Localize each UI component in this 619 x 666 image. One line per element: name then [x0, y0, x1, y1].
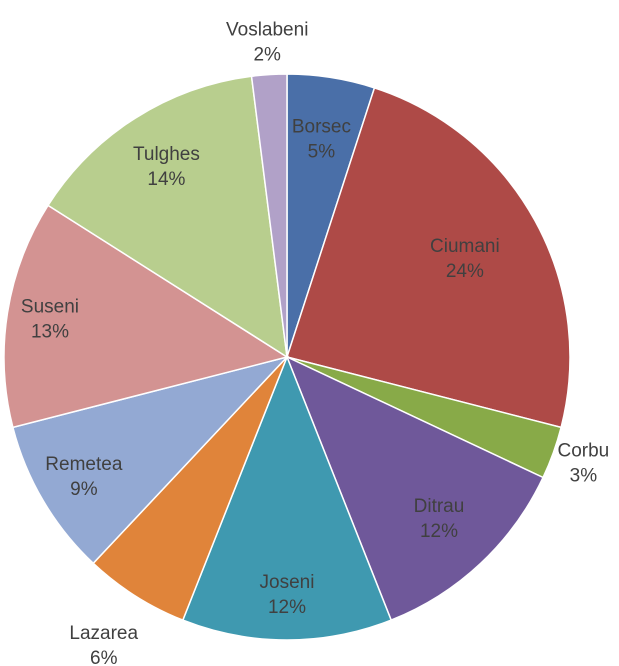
slice-name: Remetea: [45, 454, 123, 475]
slice-name: Lazarea: [69, 623, 138, 644]
pie-slice: [11, 355, 290, 565]
slice-name: Tulghes: [133, 144, 200, 165]
slice-name: Borsec: [292, 117, 351, 138]
slice-name: Voslabeni: [226, 20, 308, 41]
pie-slice: [3, 204, 289, 429]
pie-slice: [285, 355, 545, 622]
slice-name: Corbu: [558, 441, 610, 462]
slice-value: 3%: [570, 466, 598, 487]
labels: Borsec 5% Ciumani 24% Corbu 3% Ditrau 12% Joseni…: [21, 20, 609, 666]
slice-name: Ditrau: [414, 496, 465, 517]
slice-value: 6%: [90, 648, 118, 666]
slice-name: Ciumani: [430, 236, 500, 257]
pie-slice: [47, 75, 288, 359]
slice-value: 24%: [446, 261, 484, 282]
slice-value: 14%: [147, 169, 185, 190]
slice-value: 13%: [31, 321, 69, 342]
pie-slice: [250, 73, 288, 358]
slice-value: 12%: [268, 597, 306, 618]
slice-value: 5%: [308, 142, 336, 163]
pie-slice: [181, 354, 393, 641]
slice-name: Suseni: [21, 296, 79, 317]
slice-value: 12%: [420, 521, 458, 542]
slice-value: 9%: [70, 479, 98, 500]
pie: [3, 73, 571, 641]
pie-slice: [286, 86, 571, 429]
slice-name: Joseni: [260, 572, 315, 593]
slice-value: 2%: [253, 45, 281, 66]
